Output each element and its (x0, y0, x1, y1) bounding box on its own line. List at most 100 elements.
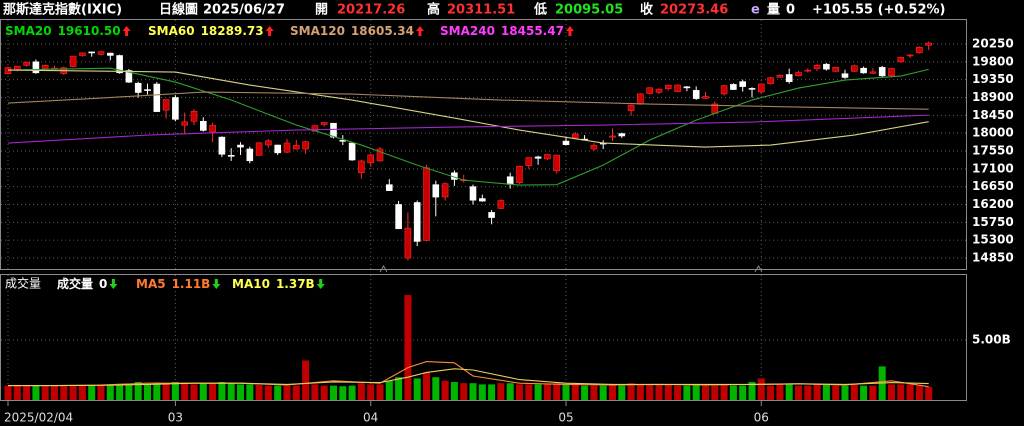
volume-bar (664, 384, 672, 400)
volume-bar (618, 385, 626, 400)
up-arrow (565, 26, 574, 36)
volume-bar (562, 384, 570, 400)
y-tick-label: 18900 (972, 90, 1014, 104)
volume-bar (4, 385, 12, 400)
candle-body (757, 83, 765, 93)
volume-bar (915, 385, 923, 400)
volume-bar (655, 384, 663, 400)
volume-bar (283, 385, 291, 400)
y-tick-label: 20250 (972, 37, 1014, 51)
legend-entry: SMA120 18605.34 (290, 24, 414, 38)
candle-body (172, 97, 179, 120)
change: +105.55 (+0.52%) (812, 3, 945, 18)
candle-body (841, 73, 849, 78)
legend-value: 19610.50 (58, 24, 121, 38)
candle-body (367, 154, 375, 164)
ma-line (7, 67, 929, 186)
legend-name: MA5 (136, 277, 166, 291)
volume-bar (134, 382, 142, 400)
volume-bar (376, 384, 384, 400)
volume-bar (441, 380, 449, 400)
open-value: 20217.26 (337, 3, 405, 18)
candle-body (4, 67, 12, 75)
candle-body (134, 82, 142, 93)
candle-body (181, 121, 188, 126)
candle-body (255, 142, 263, 156)
low-value: 20095.05 (555, 3, 623, 18)
period: 日線圖 (159, 2, 198, 18)
volume-bar (171, 382, 179, 400)
candle-body (97, 51, 105, 55)
candle-body (227, 155, 235, 157)
volume-bar (13, 385, 21, 400)
candle-body (925, 42, 933, 46)
x-tick-label: 05 (558, 411, 573, 425)
candle-body (404, 227, 412, 259)
volume-bar (609, 384, 616, 400)
candle-body (153, 83, 161, 112)
volume-bar (199, 383, 207, 400)
volume-panel-frame (0, 274, 967, 401)
candle-body (785, 74, 793, 82)
volume-bar (97, 384, 105, 400)
up-arrow (415, 26, 424, 36)
candle-body (655, 88, 663, 93)
volume-bar (302, 360, 310, 400)
candle-body (488, 212, 495, 218)
candle-body (209, 125, 216, 133)
candle-body (906, 54, 914, 57)
candle-body (265, 140, 272, 146)
volume-bar (460, 383, 468, 400)
candle-body (869, 71, 877, 74)
volume-bar (841, 385, 849, 400)
volume-bar (674, 385, 682, 400)
high-marker (754, 265, 763, 273)
candle-body (637, 93, 644, 105)
volume-bar (748, 382, 756, 400)
candle-body (544, 154, 551, 160)
volume-bar (404, 295, 412, 400)
legend-name: 成交量 (57, 276, 93, 291)
candle-body (692, 90, 700, 99)
volume-bar (832, 385, 840, 400)
volume-bar (367, 384, 375, 400)
legend-value: 1.37B (276, 277, 315, 291)
volume-title: 成交量 (5, 276, 41, 291)
x-tick-label: 04 (363, 411, 378, 425)
candle-body (125, 70, 133, 83)
candle-body (748, 88, 756, 90)
volume-bar (209, 383, 217, 400)
volume-bar (237, 384, 244, 400)
volume-bar (385, 380, 393, 400)
candle-body (683, 86, 691, 89)
candle-body (144, 89, 151, 91)
candle-body (590, 145, 598, 150)
volume-bar (506, 383, 514, 400)
volume-bar (413, 378, 421, 400)
volume-bar (432, 377, 440, 400)
volume-bar (925, 386, 933, 400)
ma-line (7, 69, 929, 148)
volume-bar (51, 385, 58, 400)
volume-bar (144, 384, 151, 400)
volume-bar (357, 383, 365, 400)
volume-bar (571, 384, 579, 400)
candle-body (516, 165, 523, 183)
legend-value: 18605.34 (351, 24, 414, 38)
header: 那斯達克指數(IXIC) 日線圖 2025/06/27 開 20217.26 高… (3, 2, 945, 18)
candle-body (302, 141, 309, 150)
legend-value: 1.11B (172, 277, 211, 291)
candle-body (348, 142, 356, 161)
candle-body (283, 142, 291, 153)
legend-entry: MA10 1.37B (232, 277, 315, 291)
legend-name: SMA60 (148, 24, 195, 38)
volume-bar (227, 383, 235, 400)
volume-bar (850, 384, 858, 400)
volume-bar (692, 384, 700, 400)
low-marker (379, 265, 388, 273)
candle-body (878, 67, 886, 77)
volume-bar (757, 378, 765, 400)
y-tick-label: 17550 (972, 143, 1014, 157)
candle-body (739, 81, 747, 87)
